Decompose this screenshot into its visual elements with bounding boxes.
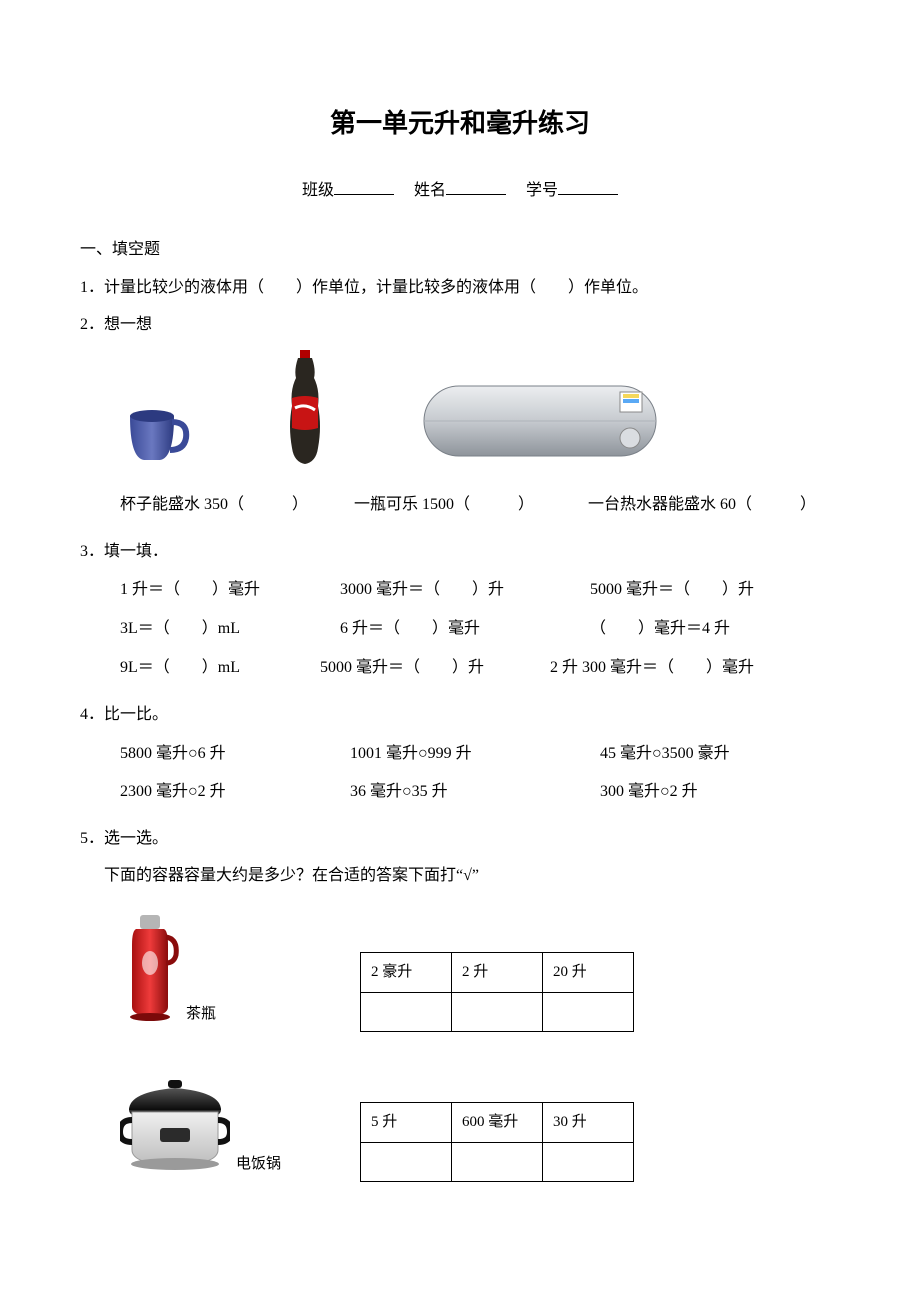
q3-stem: 3．填一填． xyxy=(80,538,840,567)
section-heading: 一、填空题 xyxy=(80,236,840,265)
q5-stem: 5．选一选。 xyxy=(80,825,840,854)
page-title: 第一单元升和毫升练习 xyxy=(80,100,840,147)
name-label: 姓名 xyxy=(414,182,446,199)
q5-item1: 茶瓶 2 豪升 2 升 20 升 xyxy=(80,911,840,1032)
q3-r3-c1: 9L＝（ ）mL xyxy=(120,654,290,683)
q5-item1-opt1: 2 豪升 xyxy=(361,952,452,992)
q3-r3-c2: 5000 毫升＝（ ）升 xyxy=(320,654,520,683)
q4-row1: 5800 毫升○6 升 1001 毫升○999 升 45 毫升○3500 豪升 xyxy=(80,740,840,769)
q5-item2-caption: 电饭锅 xyxy=(236,1151,281,1182)
q3-r1-c1: 1 升＝（ ）毫升 xyxy=(120,576,310,605)
q5-item1-opt2: 2 升 xyxy=(452,952,543,992)
q4-stem: 4．比一比。 xyxy=(80,701,840,730)
class-blank[interactable] xyxy=(334,178,394,195)
q4-r2-c2: 36 毫升○35 升 xyxy=(350,778,540,807)
q5-item2-ans3[interactable] xyxy=(543,1143,634,1182)
worksheet-page: 第一单元升和毫升练习 班级 姓名 学号 一、填空题 1．计量比较少的液体用（ ）… xyxy=(0,0,920,1302)
q2-label-cola: 一瓶可乐 1500（ ） xyxy=(354,491,584,520)
q4-r1-c3: 45 毫升○3500 豪升 xyxy=(600,740,730,769)
q5-item2-opt1: 5 升 xyxy=(361,1103,452,1143)
q4-r1-c1: 5800 毫升○6 升 xyxy=(120,740,290,769)
q3-r2-c3: （ ）毫升＝4 升 xyxy=(590,615,730,644)
q5-prompt: 下面的容器容量大约是多少？在合适的答案下面打“√” xyxy=(80,862,840,891)
name-blank[interactable] xyxy=(446,178,506,195)
q5-item2-ans1[interactable] xyxy=(361,1143,452,1182)
q2-images xyxy=(80,348,840,479)
q5-item1-figure: 茶瓶 xyxy=(120,911,340,1032)
q5-item1-ans1[interactable] xyxy=(361,992,452,1031)
q4-r2-c1: 2300 毫升○2 升 xyxy=(120,778,290,807)
q3-row1: 1 升＝（ ）毫升 3000 毫升＝（ ）升 5000 毫升＝（ ）升 xyxy=(80,576,840,605)
class-label: 班级 xyxy=(302,182,334,199)
q5-item2-ans2[interactable] xyxy=(452,1143,543,1182)
q3-row3: 9L＝（ ）mL 5000 毫升＝（ ）升 2 升 300 毫升＝（ ）毫升 xyxy=(80,654,840,683)
cola-bottle-icon xyxy=(280,348,330,479)
id-blank[interactable] xyxy=(558,178,618,195)
cup-icon xyxy=(120,398,190,479)
q5-item2-figure: 电饭锅 xyxy=(120,1072,340,1183)
meta-line: 班级 姓名 学号 xyxy=(80,177,840,206)
q3-r2-c1: 3L＝（ ）mL xyxy=(120,615,310,644)
q5-item2: 电饭锅 5 升 600 毫升 30 升 xyxy=(80,1072,840,1183)
q4-r2-c3: 300 毫升○2 升 xyxy=(600,778,698,807)
q1-text: 1．计量比较少的液体用（ ）作单位，计量比较多的液体用（ ）作单位。 xyxy=(80,274,840,303)
q5-item1-opt3: 20 升 xyxy=(543,952,634,992)
q5-item2-table: 5 升 600 毫升 30 升 xyxy=(360,1102,634,1182)
water-heater-icon xyxy=(420,378,660,479)
q4-row2: 2300 毫升○2 升 36 毫升○35 升 300 毫升○2 升 xyxy=(80,778,840,807)
q3-r1-c3: 5000 毫升＝（ ）升 xyxy=(590,576,754,605)
q5-item2-opt3: 30 升 xyxy=(543,1103,634,1143)
thermos-icon xyxy=(120,911,180,1032)
rice-cooker-icon xyxy=(120,1072,230,1183)
q5-item2-opt2: 600 毫升 xyxy=(452,1103,543,1143)
q5-item1-ans3[interactable] xyxy=(543,992,634,1031)
q4-r1-c2: 1001 毫升○999 升 xyxy=(350,740,540,769)
q5-item1-ans2[interactable] xyxy=(452,992,543,1031)
id-label: 学号 xyxy=(526,182,558,199)
q3-r2-c2: 6 升＝（ ）毫升 xyxy=(340,615,560,644)
q2-labels: 杯子能盛水 350（ ） 一瓶可乐 1500（ ） 一台热水器能盛水 60（ ） xyxy=(80,491,840,520)
q3-r3-c3: 2 升 300 毫升＝（ ）毫升 xyxy=(550,654,754,683)
q2-label-heater: 一台热水器能盛水 60（ ） xyxy=(588,491,816,520)
q3-r1-c2: 3000 毫升＝（ ）升 xyxy=(340,576,560,605)
q2-label-cup: 杯子能盛水 350（ ） xyxy=(120,491,350,520)
q2-stem: 2．想一想 xyxy=(80,311,840,340)
q3-row2: 3L＝（ ）mL 6 升＝（ ）毫升 （ ）毫升＝4 升 xyxy=(80,615,840,644)
q5-item1-caption: 茶瓶 xyxy=(186,1001,216,1032)
q5-item1-table: 2 豪升 2 升 20 升 xyxy=(360,952,634,1032)
